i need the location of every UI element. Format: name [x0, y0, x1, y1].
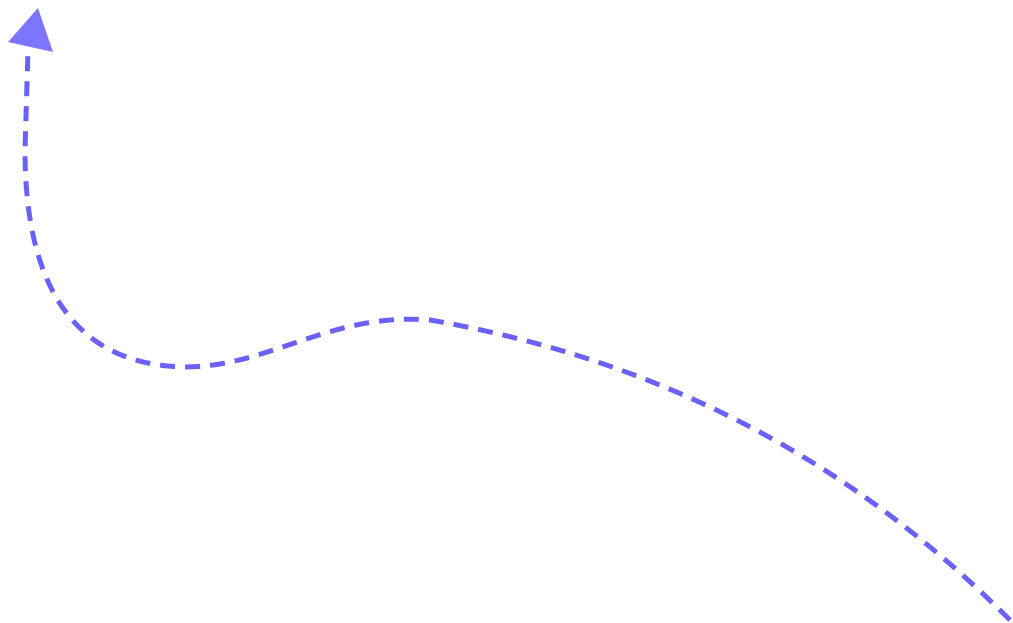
- dashed-curve: [22, 49, 1012, 622]
- arrow-head: [8, 8, 53, 52]
